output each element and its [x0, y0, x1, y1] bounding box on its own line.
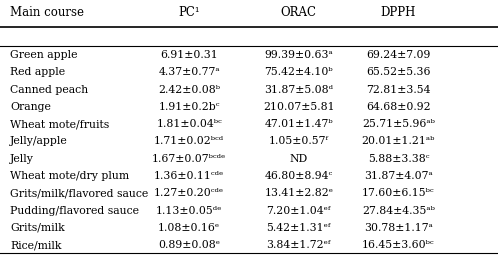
Text: 4.37±0.77ᵃ: 4.37±0.77ᵃ: [158, 67, 220, 77]
Text: 99.39±0.63ᵃ: 99.39±0.63ᵃ: [264, 50, 333, 60]
Text: 1.71±0.02ᵇᶜᵈ: 1.71±0.02ᵇᶜᵈ: [154, 136, 224, 146]
Text: Grits/milk: Grits/milk: [10, 223, 65, 233]
Text: 6.91±0.31: 6.91±0.31: [160, 50, 218, 60]
Text: Red apple: Red apple: [10, 67, 65, 77]
Text: Pudding/flavored sauce: Pudding/flavored sauce: [10, 206, 139, 216]
Text: 0.89±0.08ᵉ: 0.89±0.08ᵉ: [158, 240, 220, 250]
Text: 46.80±8.94ᶜ: 46.80±8.94ᶜ: [264, 171, 333, 181]
Text: 1.08±0.16ᵉ: 1.08±0.16ᵉ: [158, 223, 220, 233]
Text: 1.67±0.07ᵇᶜᵈᵉ: 1.67±0.07ᵇᶜᵈᵉ: [152, 154, 227, 164]
Text: 17.60±6.15ᵇᶜ: 17.60±6.15ᵇᶜ: [362, 188, 435, 198]
Text: 75.42±4.10ᵇ: 75.42±4.10ᵇ: [264, 67, 333, 77]
Text: 1.91±0.2bᶜ: 1.91±0.2bᶜ: [158, 102, 220, 112]
Text: Wheat mote/dry plum: Wheat mote/dry plum: [10, 171, 129, 181]
Text: 72.81±3.54: 72.81±3.54: [366, 85, 431, 95]
Text: Wheat mote/fruits: Wheat mote/fruits: [10, 119, 109, 129]
Text: 20.01±1.21ᵃᵇ: 20.01±1.21ᵃᵇ: [362, 136, 435, 146]
Text: Jelly/apple: Jelly/apple: [10, 136, 68, 146]
Text: 1.81±0.04ᵇᶜ: 1.81±0.04ᵇᶜ: [156, 119, 222, 129]
Text: 1.05±0.57ᶠ: 1.05±0.57ᶠ: [269, 136, 329, 146]
Text: 27.84±4.35ᵃᵇ: 27.84±4.35ᵃᵇ: [362, 206, 435, 216]
Text: Jelly: Jelly: [10, 154, 34, 164]
Text: 25.71±5.96ᵃᵇ: 25.71±5.96ᵃᵇ: [362, 119, 435, 129]
Text: Grits/milk/flavored sauce: Grits/milk/flavored sauce: [10, 188, 148, 198]
Text: 3.84±1.72ᵉᶠ: 3.84±1.72ᵉᶠ: [266, 240, 331, 250]
Text: 47.01±1.47ᵇ: 47.01±1.47ᵇ: [264, 119, 333, 129]
Text: 1.13±0.05ᵈᵉ: 1.13±0.05ᵈᵉ: [156, 206, 223, 216]
Text: 31.87±5.08ᵈ: 31.87±5.08ᵈ: [264, 85, 333, 95]
Text: 64.68±0.92: 64.68±0.92: [366, 102, 431, 112]
Text: Green apple: Green apple: [10, 50, 78, 60]
Text: 65.52±5.36: 65.52±5.36: [366, 67, 431, 77]
Text: 13.41±2.82ᵉ: 13.41±2.82ᵉ: [264, 188, 333, 198]
Text: 5.42±1.31ᵉᶠ: 5.42±1.31ᵉᶠ: [266, 223, 331, 233]
Text: Main course: Main course: [10, 6, 84, 19]
Text: 69.24±7.09: 69.24±7.09: [366, 50, 431, 60]
Text: 5.88±3.38ᶜ: 5.88±3.38ᶜ: [368, 154, 429, 164]
Text: 2.42±0.08ᵇ: 2.42±0.08ᵇ: [158, 85, 220, 95]
Text: PC¹: PC¹: [178, 6, 200, 19]
Text: 7.20±1.04ᵉᶠ: 7.20±1.04ᵉᶠ: [266, 206, 331, 216]
Text: 16.45±3.60ᵇᶜ: 16.45±3.60ᵇᶜ: [362, 240, 435, 250]
Text: ND: ND: [290, 154, 308, 164]
Text: ORAC: ORAC: [281, 6, 317, 19]
Text: Rice/milk: Rice/milk: [10, 240, 61, 250]
Text: Canned peach: Canned peach: [10, 85, 88, 95]
Text: Orange: Orange: [10, 102, 51, 112]
Text: 1.36±0.11ᶜᵈᵉ: 1.36±0.11ᶜᵈᵉ: [154, 171, 225, 181]
Text: DPPH: DPPH: [380, 6, 416, 19]
Text: 31.87±4.07ᵃ: 31.87±4.07ᵃ: [364, 171, 433, 181]
Text: 210.07±5.81: 210.07±5.81: [263, 102, 335, 112]
Text: 1.27±0.20ᶜᵈᵉ: 1.27±0.20ᶜᵈᵉ: [154, 188, 224, 198]
Text: 30.78±1.17ᵃ: 30.78±1.17ᵃ: [364, 223, 433, 233]
